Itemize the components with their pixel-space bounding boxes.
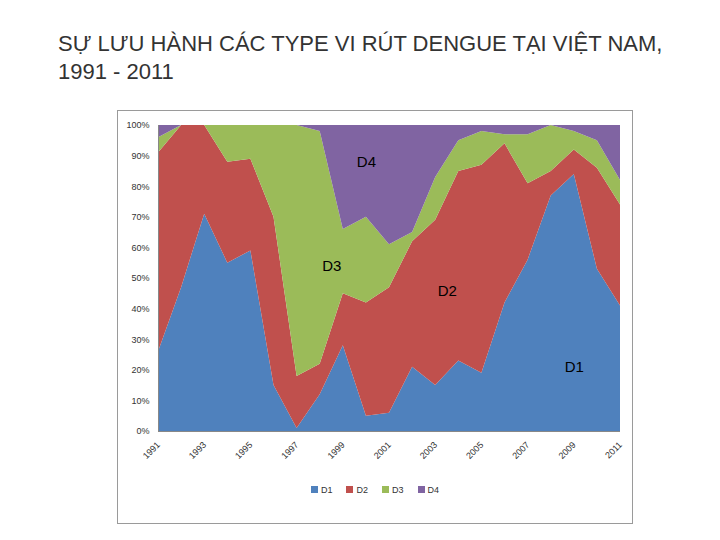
svg-text:60%: 60% — [131, 243, 149, 253]
svg-text:90%: 90% — [131, 151, 149, 161]
svg-text:2003: 2003 — [418, 440, 439, 461]
svg-text:70%: 70% — [131, 212, 149, 222]
svg-text:50%: 50% — [131, 273, 149, 283]
html-text:D2: D2 — [356, 485, 368, 495]
svg-text:2005: 2005 — [464, 440, 485, 461]
svg-text:1999: 1999 — [326, 440, 347, 461]
html-text:SỰ LƯU HÀNH CÁC TYPE VI RÚT DE: SỰ LƯU HÀNH CÁC TYPE VI RÚT DENGUE TẠI V… — [58, 31, 663, 84]
svg-text:D2: D2 — [438, 282, 457, 299]
svg-text:1997: 1997 — [279, 440, 300, 461]
svg-text:0%: 0% — [136, 426, 149, 436]
svg-text:1993: 1993 — [187, 440, 208, 461]
svg-text:2011: 2011 — [603, 440, 624, 461]
svg-text:1991: 1991 — [141, 440, 162, 461]
html-text:D3: D3 — [392, 485, 404, 495]
svg-text:2001: 2001 — [372, 440, 393, 461]
svg-text:10%: 10% — [131, 396, 149, 406]
html-text:D1: D1 — [321, 485, 333, 495]
html-text:D4: D4 — [427, 485, 439, 495]
svg-text:D3: D3 — [322, 257, 341, 274]
svg-text:D1: D1 — [565, 358, 584, 375]
svg-text:D4: D4 — [357, 153, 376, 170]
svg-text:2009: 2009 — [557, 440, 578, 461]
svg-text:20%: 20% — [131, 365, 149, 375]
svg-text:30%: 30% — [131, 335, 149, 345]
svg-text:80%: 80% — [131, 182, 149, 192]
svg-text:100%: 100% — [126, 120, 149, 130]
svg-text:1995: 1995 — [233, 440, 254, 461]
svg-text:40%: 40% — [131, 304, 149, 314]
svg-text:2007: 2007 — [510, 440, 531, 461]
